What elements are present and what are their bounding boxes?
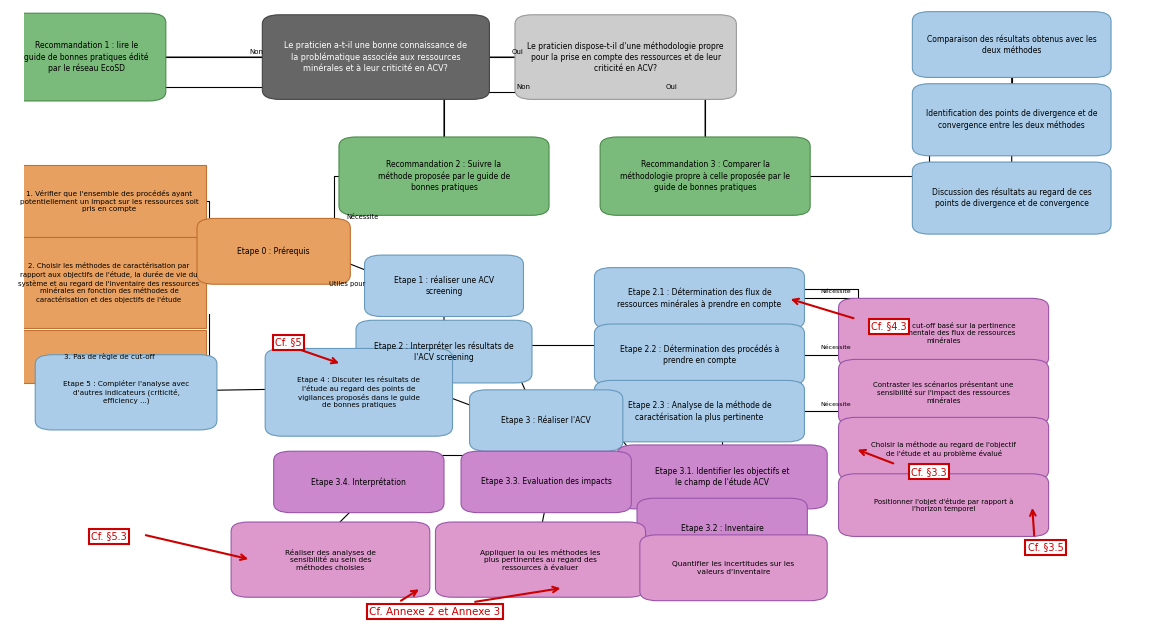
FancyBboxPatch shape <box>600 137 810 215</box>
Text: Réaliser un cut-off basé sur la pertinence
environnementale des flux de ressourc: Réaliser un cut-off basé sur la pertinen… <box>871 322 1016 344</box>
FancyBboxPatch shape <box>13 237 205 328</box>
Text: Cf. §4.3: Cf. §4.3 <box>871 322 907 332</box>
Text: Contraster les scénarios présentant une
sensibilité sur l'impact des ressources
: Contraster les scénarios présentant une … <box>873 381 1014 404</box>
Text: Nécessite: Nécessite <box>820 345 851 350</box>
Text: Etape 0 : Prérequis: Etape 0 : Prérequis <box>238 247 310 256</box>
FancyBboxPatch shape <box>913 12 1111 77</box>
Text: Réaliser des analyses de
sensibilité au sein des
méthodes choisies: Réaliser des analyses de sensibilité au … <box>285 549 376 571</box>
FancyBboxPatch shape <box>435 522 645 597</box>
Text: Etape 4 : Discuter les résultats de
l'étude au regard des points de
vigilances p: Etape 4 : Discuter les résultats de l'ét… <box>297 376 420 408</box>
FancyBboxPatch shape <box>839 474 1049 536</box>
Text: Recommandation 2 : Suivre la
méthode proposée par le guide de
bonnes pratiques: Recommandation 2 : Suivre la méthode pro… <box>378 160 510 192</box>
FancyBboxPatch shape <box>640 535 827 600</box>
FancyBboxPatch shape <box>515 15 737 99</box>
FancyBboxPatch shape <box>470 390 623 452</box>
FancyBboxPatch shape <box>594 268 805 329</box>
Text: Etape 2.3 : Analyse de la méthode de
caractérisation la plus pertinente: Etape 2.3 : Analyse de la méthode de car… <box>628 401 771 422</box>
Text: Etape 2.2 : Détermination des procédés à
prendre en compte: Etape 2.2 : Détermination des procédés à… <box>619 344 780 365</box>
Text: Nécessite: Nécessite <box>820 402 851 407</box>
Text: Etape 5 : Compléter l'analyse avec
d'autres indicateurs (criticité,
efficiency .: Etape 5 : Compléter l'analyse avec d'aut… <box>63 380 189 404</box>
Text: Appliquer la ou les méthodes les
plus pertinentes au regard des
ressources à éva: Appliquer la ou les méthodes les plus pe… <box>480 549 601 571</box>
FancyBboxPatch shape <box>461 452 631 512</box>
FancyBboxPatch shape <box>339 137 549 215</box>
Text: Cf. §5.3: Cf. §5.3 <box>92 531 126 541</box>
Text: Non: Non <box>249 49 263 55</box>
Text: Oui: Oui <box>512 49 523 55</box>
Text: Le praticien a-t-il une bonne connaissance de
la problématique associée aux ress: Le praticien a-t-il une bonne connaissan… <box>284 41 467 73</box>
Text: Etape 3.2 : Inventaire: Etape 3.2 : Inventaire <box>681 524 763 533</box>
FancyBboxPatch shape <box>839 418 1049 480</box>
Text: Nécessite: Nécessite <box>346 214 378 220</box>
Text: 2. Choisir les méthodes de caractérisation par
rapport aux objectifs de l'étude,: 2. Choisir les méthodes de caractérisati… <box>19 263 200 303</box>
FancyBboxPatch shape <box>839 359 1049 425</box>
FancyBboxPatch shape <box>262 15 490 99</box>
Text: Cf. §3.3: Cf. §3.3 <box>911 467 947 477</box>
FancyBboxPatch shape <box>266 349 452 436</box>
Text: 3. Pas de règle de cut-off: 3. Pas de règle de cut-off <box>64 353 154 360</box>
Text: Utiles pour: Utiles pour <box>329 281 365 287</box>
Text: Etape 3 : Réaliser l'ACV: Etape 3 : Réaliser l'ACV <box>501 416 592 425</box>
Text: 1. Vérifier que l'ensemble des procédés ayant
potentiellement un impact sur les : 1. Vérifier que l'ensemble des procédés … <box>20 190 198 212</box>
FancyBboxPatch shape <box>913 162 1111 234</box>
Text: Recommandation 1 : lire le
guide de bonnes pratiques édité
par le réseau EcoSD: Recommandation 1 : lire le guide de bonn… <box>24 41 148 73</box>
Text: Cf. Annexe 2 et Annexe 3: Cf. Annexe 2 et Annexe 3 <box>369 607 500 617</box>
FancyBboxPatch shape <box>274 452 444 512</box>
FancyBboxPatch shape <box>13 165 205 237</box>
Text: Etape 3.4. Interprétation: Etape 3.4. Interprétation <box>311 477 406 487</box>
Text: Identification des points de divergence et de
convergence entre les deux méthode: Identification des points de divergence … <box>926 109 1097 130</box>
FancyBboxPatch shape <box>913 84 1111 156</box>
FancyBboxPatch shape <box>197 219 350 284</box>
FancyBboxPatch shape <box>35 355 217 430</box>
FancyBboxPatch shape <box>356 320 532 383</box>
Text: Etape 3.1. Identifier les objectifs et
le champ de l'étude ACV: Etape 3.1. Identifier les objectifs et l… <box>655 467 790 487</box>
Text: Oui: Oui <box>665 84 677 90</box>
Text: Positionner l'objet d'étude par rapport à
l'horizon temporel: Positionner l'objet d'étude par rapport … <box>873 498 1014 512</box>
Text: Choisir la méthode au regard de l'objectif
de l'étude et au problème évalué: Choisir la méthode au regard de l'object… <box>871 441 1016 457</box>
FancyBboxPatch shape <box>364 255 523 317</box>
FancyBboxPatch shape <box>7 13 166 101</box>
FancyBboxPatch shape <box>594 324 805 386</box>
Text: Etape 2.1 : Détermination des flux de
ressources minérales à prendre en compte: Etape 2.1 : Détermination des flux de re… <box>617 288 782 309</box>
Text: Cf. §3.5: Cf. §3.5 <box>1028 542 1064 552</box>
Text: Nécessite: Nécessite <box>820 289 851 294</box>
Text: Quantifier les incertitudes sur les
valeurs d'inventaire: Quantifier les incertitudes sur les vale… <box>673 561 795 575</box>
Text: Recommandation 3 : Comparer la
méthodologie propre à celle proposée par le
guide: Recommandation 3 : Comparer la méthodolo… <box>621 160 790 192</box>
Text: Etape 2 : Interpréter les résultats de
l'ACV screening: Etape 2 : Interpréter les résultats de l… <box>375 341 514 362</box>
FancyBboxPatch shape <box>617 445 827 509</box>
Text: Le praticien dispose-t-il d'une méthodologie propre
pour la prise en compte des : Le praticien dispose-t-il d'une méthodol… <box>528 41 724 73</box>
FancyBboxPatch shape <box>839 298 1049 367</box>
Text: Cf. §5: Cf. §5 <box>275 337 302 347</box>
Text: Comparaison des résultats obtenus avec les
deux méthodes: Comparaison des résultats obtenus avec l… <box>927 35 1096 55</box>
Text: Discussion des résultats au regard de ces
points de divergence et de convergence: Discussion des résultats au regard de ce… <box>931 188 1092 208</box>
FancyBboxPatch shape <box>13 330 205 383</box>
Text: Non: Non <box>516 84 530 90</box>
FancyBboxPatch shape <box>637 498 807 560</box>
Text: Etape 1 : réaliser une ACV
screening: Etape 1 : réaliser une ACV screening <box>394 276 494 296</box>
FancyBboxPatch shape <box>231 522 430 597</box>
FancyBboxPatch shape <box>594 381 805 442</box>
Text: Etape 3.3. Evaluation des impacts: Etape 3.3. Evaluation des impacts <box>480 477 611 487</box>
